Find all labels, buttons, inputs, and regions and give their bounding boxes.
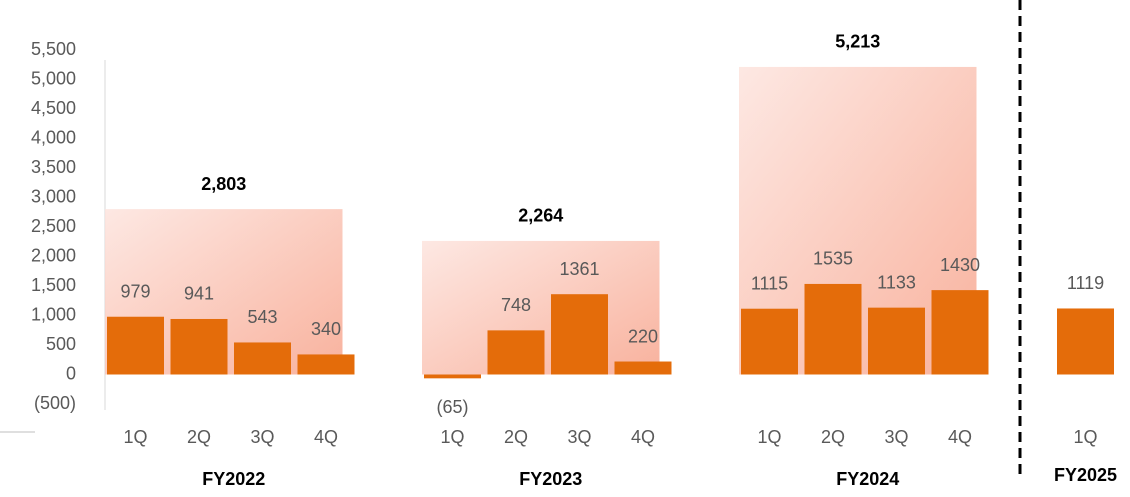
y-tick-label: 500 <box>46 334 76 354</box>
value-label: 748 <box>501 295 531 315</box>
total-label: 5,213 <box>835 32 880 52</box>
value-label: 1535 <box>813 249 853 269</box>
value-label: 1119 <box>1067 273 1104 293</box>
bar <box>804 283 862 375</box>
bar <box>170 318 228 375</box>
group-label: FY2025 <box>1054 465 1117 485</box>
value-label: 340 <box>311 319 341 339</box>
value-label: 1361 <box>559 259 599 279</box>
bar <box>424 374 481 379</box>
bar <box>868 307 925 375</box>
x-tick-label: 4Q <box>314 427 338 447</box>
y-tick-label: 4,000 <box>31 127 76 147</box>
x-tick-label: 2Q <box>821 427 845 447</box>
value-label: 1115 <box>751 273 788 293</box>
bar <box>741 308 798 375</box>
bar <box>487 330 545 375</box>
bar <box>297 354 355 375</box>
x-tick-label: 4Q <box>948 427 972 447</box>
x-tick-label: 3Q <box>884 427 908 447</box>
group-label: FY2022 <box>202 469 265 489</box>
total-label: 2,264 <box>518 206 563 226</box>
y-tick-label: 2,500 <box>31 216 76 236</box>
x-tick-label: 2Q <box>504 427 528 447</box>
y-tick-label: 2,000 <box>31 245 76 265</box>
y-tick-label: (500) <box>34 393 76 413</box>
x-tick-label: 2Q <box>187 427 211 447</box>
y-tick-label: 5,000 <box>31 68 76 88</box>
group-label: FY2024 <box>836 469 899 489</box>
bar <box>614 361 672 375</box>
x-tick-label: 3Q <box>567 427 591 447</box>
y-tick-label: 4,500 <box>31 98 76 118</box>
group-label: FY2023 <box>519 469 582 489</box>
y-tick-label: 1,500 <box>31 275 76 295</box>
x-tick-label: 3Q <box>250 427 274 447</box>
bar <box>551 294 608 375</box>
y-tick-label: 5,500 <box>31 39 76 59</box>
x-tick-label: 1Q <box>757 427 781 447</box>
value-label: 941 <box>184 284 214 304</box>
bar <box>234 342 291 375</box>
bar <box>1057 308 1114 375</box>
value-label: (65) <box>436 397 468 417</box>
value-label: 979 <box>120 281 150 301</box>
x-tick-label: 1Q <box>440 427 464 447</box>
bar <box>107 316 164 375</box>
value-label: 543 <box>247 307 277 327</box>
x-tick-label: 4Q <box>631 427 655 447</box>
x-tick-label: 1Q <box>123 427 147 447</box>
bar <box>931 290 989 375</box>
y-tick-label: 3,000 <box>31 186 76 206</box>
total-label: 2,803 <box>201 174 246 194</box>
x-tick-label: 1Q <box>1073 427 1097 447</box>
value-label: 220 <box>628 326 658 346</box>
y-tick-label: 0 <box>66 363 76 383</box>
y-tick-label: 3,500 <box>31 157 76 177</box>
value-label: 1430 <box>940 255 980 275</box>
y-tick-label: 1,000 <box>31 304 76 324</box>
value-label: 1133 <box>877 272 916 292</box>
